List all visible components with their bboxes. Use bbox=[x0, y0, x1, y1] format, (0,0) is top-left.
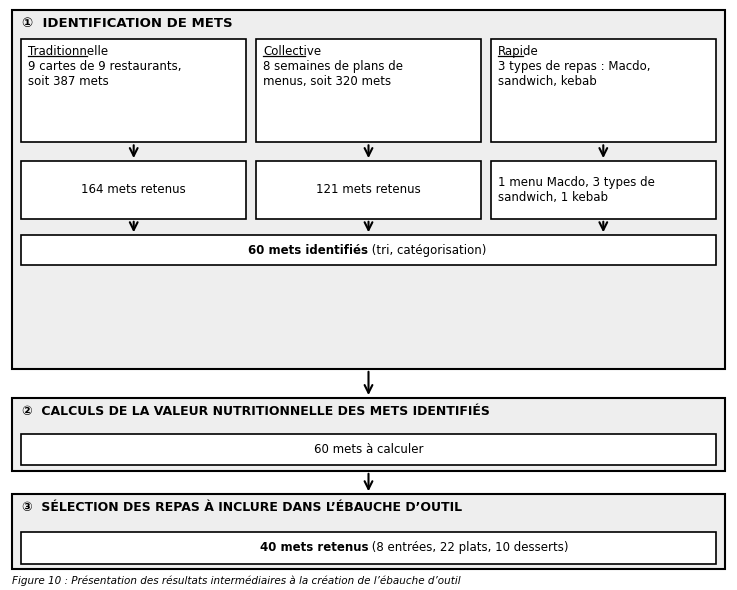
Text: Rapide: Rapide bbox=[498, 45, 539, 58]
FancyBboxPatch shape bbox=[21, 532, 716, 563]
FancyBboxPatch shape bbox=[256, 161, 481, 219]
Text: Traditionnelle: Traditionnelle bbox=[29, 45, 108, 58]
Text: 9 cartes de 9 restaurants,
soit 387 mets: 9 cartes de 9 restaurants, soit 387 mets bbox=[29, 60, 182, 88]
Text: ②  CALCULS DE LA VALEUR NUTRITIONNELLE DES METS IDENTIFIÉS: ② CALCULS DE LA VALEUR NUTRITIONNELLE DE… bbox=[22, 405, 489, 418]
FancyBboxPatch shape bbox=[13, 398, 724, 471]
Text: Figure 10 : Présentation des résultats intermédiaires à la création de l’ébauche: Figure 10 : Présentation des résultats i… bbox=[13, 575, 461, 586]
FancyBboxPatch shape bbox=[21, 40, 246, 142]
FancyBboxPatch shape bbox=[21, 161, 246, 219]
Text: 164 mets retenus: 164 mets retenus bbox=[81, 183, 186, 196]
Text: 121 mets retenus: 121 mets retenus bbox=[316, 183, 421, 196]
Text: 40 mets retenus: 40 mets retenus bbox=[260, 542, 368, 555]
Text: 3 types de repas : Macdo,
sandwich, kebab: 3 types de repas : Macdo, sandwich, keba… bbox=[498, 60, 651, 88]
Text: ①  IDENTIFICATION DE METS: ① IDENTIFICATION DE METS bbox=[22, 17, 232, 30]
FancyBboxPatch shape bbox=[21, 434, 716, 465]
FancyBboxPatch shape bbox=[256, 40, 481, 142]
Text: 1 menu Macdo, 3 types de
sandwich, 1 kebab: 1 menu Macdo, 3 types de sandwich, 1 keb… bbox=[498, 176, 655, 204]
Text: 60 mets identifiés: 60 mets identifiés bbox=[248, 244, 368, 257]
Text: (tri, catégorisation): (tri, catégorisation) bbox=[368, 244, 487, 257]
Text: 60 mets à calculer: 60 mets à calculer bbox=[314, 443, 423, 456]
Text: Collective: Collective bbox=[263, 45, 321, 58]
FancyBboxPatch shape bbox=[13, 494, 724, 569]
FancyBboxPatch shape bbox=[21, 235, 716, 266]
FancyBboxPatch shape bbox=[13, 10, 724, 369]
FancyBboxPatch shape bbox=[491, 40, 716, 142]
Text: (8 entrées, 22 plats, 10 desserts): (8 entrées, 22 plats, 10 desserts) bbox=[368, 542, 569, 555]
FancyBboxPatch shape bbox=[491, 161, 716, 219]
Text: 8 semaines de plans de
menus, soit 320 mets: 8 semaines de plans de menus, soit 320 m… bbox=[263, 60, 403, 88]
Text: ③  SÉLECTION DES REPAS À INCLURE DANS L’ÉBAUCHE D’OUTIL: ③ SÉLECTION DES REPAS À INCLURE DANS L’É… bbox=[22, 501, 462, 514]
